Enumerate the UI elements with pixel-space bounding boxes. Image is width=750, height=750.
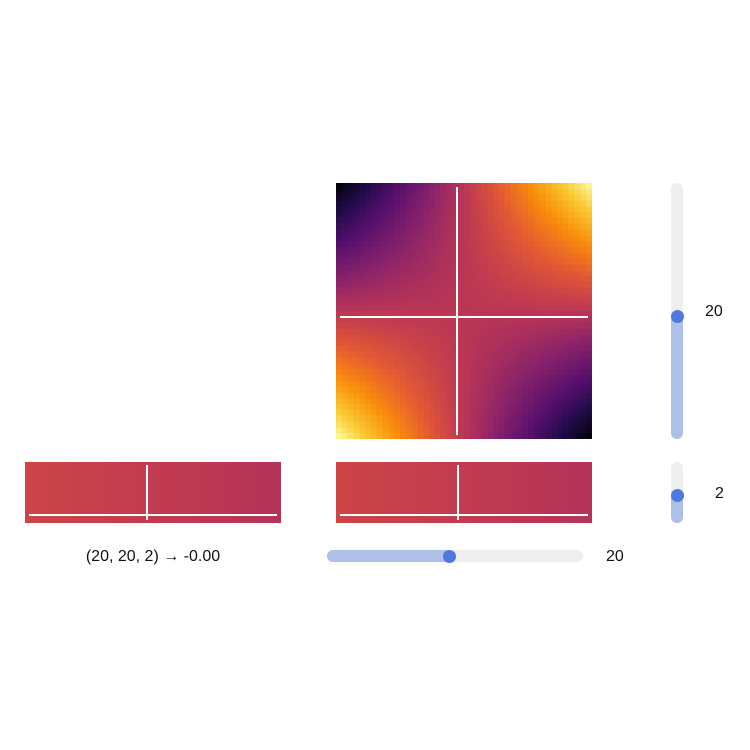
z-slider-value: 2	[715, 485, 724, 502]
xz-slice-right-heatmap[interactable]	[336, 462, 592, 523]
z-slider-fill	[671, 495, 683, 523]
x-slider-thumb[interactable]	[443, 549, 457, 563]
xy-crosshair-horizontal	[340, 316, 588, 318]
x-slider-fill	[327, 550, 450, 562]
xz-left-crosshair-vertical	[146, 465, 148, 520]
xz-right-crosshair-vertical	[457, 465, 459, 520]
y-slider-value: 20	[705, 303, 723, 320]
voxel-value-readout: (20, 20, 2) → -0.00	[85, 548, 221, 565]
xz-slice-left-heatmap[interactable]	[25, 462, 281, 523]
z-slider-thumb[interactable]	[670, 489, 684, 503]
xz-right-crosshair-horizontal	[340, 514, 588, 516]
xy-crosshair-vertical	[456, 187, 458, 435]
y-slider-fill	[671, 316, 683, 439]
xy-slice-heatmap[interactable]	[336, 183, 592, 439]
xz-left-crosshair-horizontal	[29, 514, 277, 516]
x-slider-value: 20	[606, 548, 624, 565]
y-slider-thumb[interactable]	[670, 309, 684, 323]
